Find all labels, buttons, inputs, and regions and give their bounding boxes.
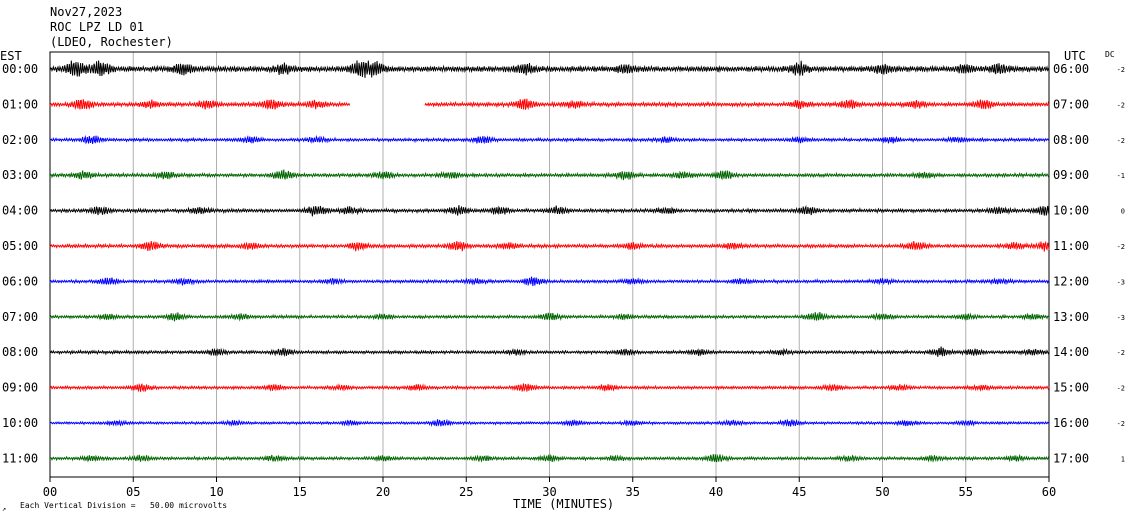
trace-row-0100 xyxy=(49,98,1050,111)
row-labels: 00:00 06:00 -2 01:00 07:00 -2 02:00 08:00 -2 03:0… xyxy=(2,62,1125,465)
x-tick-label: 60 xyxy=(1042,485,1056,499)
left-zone-label: EST xyxy=(0,49,22,63)
trace-row-1100 xyxy=(49,453,1050,463)
corner-mark: ↗ xyxy=(2,505,6,513)
x-tick-label: 05 xyxy=(126,485,140,499)
x-tick-label: 20 xyxy=(376,485,390,499)
row-dc-value: -2 xyxy=(1117,137,1125,145)
trace-row-0500 xyxy=(49,240,1050,252)
trace-row-0800 xyxy=(49,346,1050,358)
x-tick-label: 15 xyxy=(293,485,307,499)
x-tick-label: 35 xyxy=(626,485,640,499)
row-label-est: 11:00 xyxy=(2,451,38,465)
row-dc-value: -3 xyxy=(1117,314,1125,322)
trace-row-1000 xyxy=(49,418,1050,428)
scale-note: Each Vertical Division = 50.00 microvolt… xyxy=(20,501,227,510)
row-dc-value: -2 xyxy=(1117,385,1125,393)
row-dc-value: -1 xyxy=(1117,172,1125,180)
trace-row-0700 xyxy=(49,312,1050,322)
x-tick-label: 40 xyxy=(709,485,723,499)
row-label-est: 00:00 xyxy=(2,62,38,76)
row-label-utc: 08:00 xyxy=(1053,133,1089,147)
row-dc-value: 1 xyxy=(1121,455,1125,463)
x-tick-label: 55 xyxy=(959,485,973,499)
row-label-utc: 16:00 xyxy=(1053,416,1089,430)
row-dc-value: -2 xyxy=(1117,66,1125,74)
row-dc-value: -2 xyxy=(1117,243,1125,251)
row-label-est: 09:00 xyxy=(2,381,38,395)
row-label-est: 02:00 xyxy=(2,133,38,147)
row-label-est: 05:00 xyxy=(2,239,38,253)
x-axis: 00 05 10 15 20 25 30 35 40 45 50 55 60 xyxy=(43,477,1056,499)
row-label-est: 06:00 xyxy=(2,274,38,288)
x-tick-label: 00 xyxy=(43,485,57,499)
row-label-utc: 11:00 xyxy=(1053,239,1089,253)
row-label-est: 01:00 xyxy=(2,97,38,111)
row-label-utc: 09:00 xyxy=(1053,168,1089,182)
row-label-est: 08:00 xyxy=(2,345,38,359)
row-dc-value: -2 xyxy=(1117,420,1125,428)
trace-row-0200 xyxy=(49,134,1050,145)
trace-row-0900 xyxy=(49,383,1050,393)
row-label-est: 04:00 xyxy=(2,204,38,218)
x-axis-label: TIME (MINUTES) xyxy=(513,497,614,511)
row-label-est: 10:00 xyxy=(2,416,38,430)
trace-row-0300 xyxy=(49,169,1050,181)
trace-row-0400 xyxy=(49,204,1050,217)
row-dc-value: -2 xyxy=(1117,349,1125,357)
x-tick-label: 25 xyxy=(459,485,473,499)
header-station: ROC LPZ LD 01 xyxy=(50,20,144,34)
row-dc-value: -2 xyxy=(1117,101,1125,109)
row-label-est: 03:00 xyxy=(2,168,38,182)
header-network: (LDEO, Rochester) xyxy=(50,35,173,49)
row-label-utc: 10:00 xyxy=(1053,204,1089,218)
grid xyxy=(132,52,967,477)
row-label-utc: 13:00 xyxy=(1053,310,1089,324)
header-date: Nov27,2023 xyxy=(50,5,122,19)
row-label-utc: 15:00 xyxy=(1053,381,1089,395)
right-zone-label: UTC xyxy=(1064,49,1086,63)
row-label-utc: 07:00 xyxy=(1053,97,1089,111)
row-label-est: 07:00 xyxy=(2,310,38,324)
dc-label: DC xyxy=(1105,50,1115,59)
trace-row-0000 xyxy=(49,60,1050,78)
x-tick-label: 10 xyxy=(209,485,223,499)
trace-row-0600 xyxy=(49,276,1050,287)
row-label-utc: 17:00 xyxy=(1053,451,1089,465)
x-tick-label: 30 xyxy=(542,485,556,499)
row-dc-value: -3 xyxy=(1117,278,1125,286)
row-label-utc: 12:00 xyxy=(1053,274,1089,288)
traces xyxy=(49,60,1050,463)
x-tick-label: 45 xyxy=(792,485,806,499)
row-label-utc: 14:00 xyxy=(1053,345,1089,359)
row-label-utc: 06:00 xyxy=(1053,62,1089,76)
row-dc-value: 0 xyxy=(1121,208,1125,216)
x-tick-label: 50 xyxy=(875,485,889,499)
